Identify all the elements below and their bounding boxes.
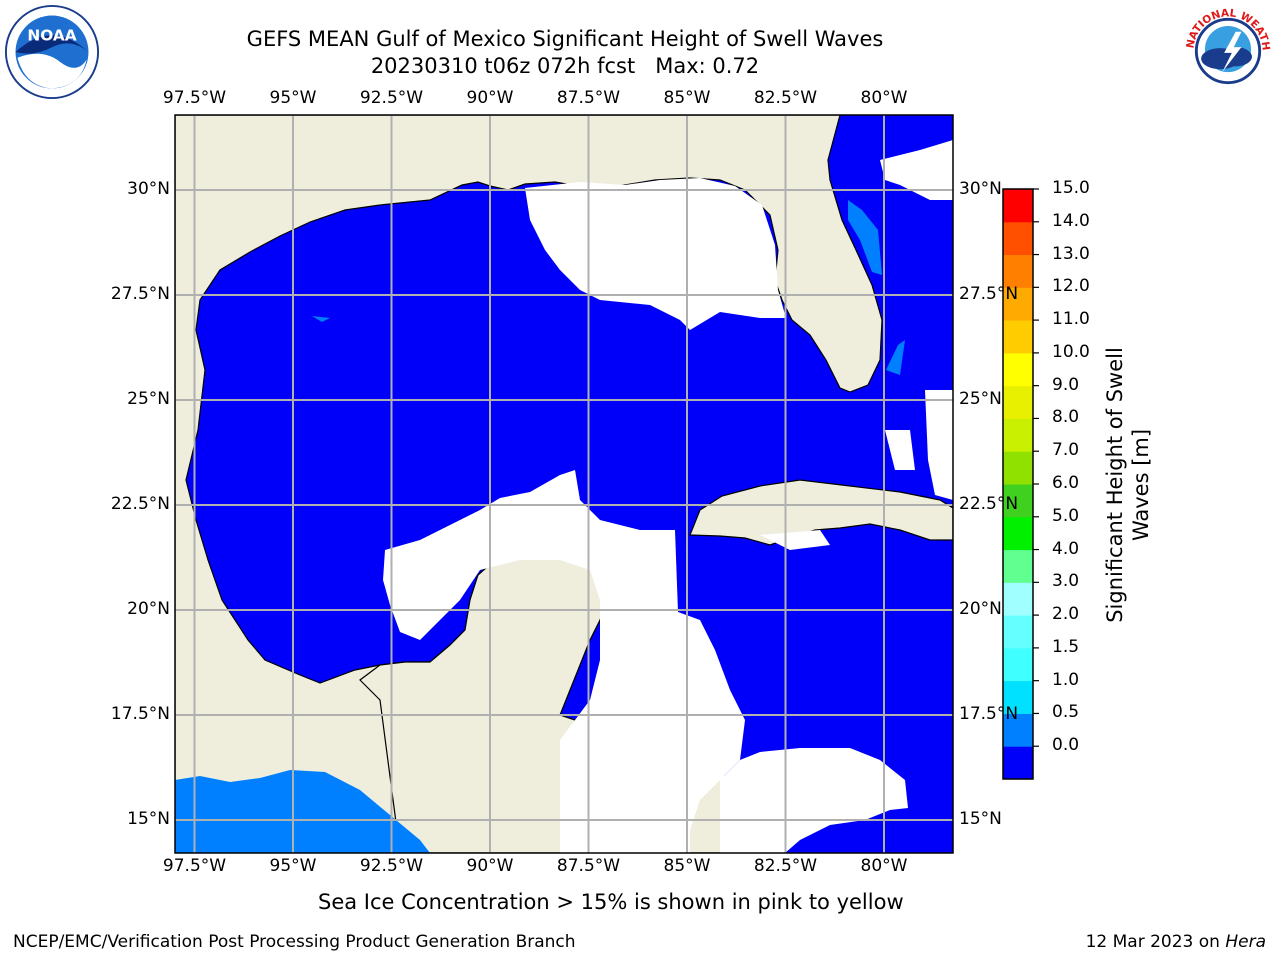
map-frame: [174, 114, 954, 854]
no-data-florida-east: [880, 140, 953, 200]
colorbar-tick-label-7: 8.0: [1052, 407, 1080, 428]
no-data-ne-gulf: [525, 178, 786, 330]
lat-label-left-4: 20°N: [127, 599, 170, 619]
credit-text: NCEP/EMC/Verification Post Processing Pr…: [13, 932, 576, 952]
date-text: 12 Mar 2023 on: [1085, 932, 1226, 952]
no-data-atlantic-east: [925, 390, 953, 500]
colorbar-label-line1: Significant Height of Swell: [1103, 347, 1127, 623]
lon-label-top-2: 92.5°W: [359, 88, 424, 108]
lon-label-top-5: 85°W: [663, 88, 711, 108]
colorbar-tick-label-6: 9.0: [1052, 374, 1080, 395]
colorbar-label: Significant Height of Swell Waves [m]: [1102, 347, 1154, 623]
lon-label-bottom-0: 97.5°W: [162, 856, 227, 876]
lon-label-bottom-7: 80°W: [860, 856, 908, 876]
lon-label-top-1: 95°W: [269, 88, 317, 108]
lat-label-right-6: 15°N: [959, 809, 1002, 829]
lat-label-right-2: 25°N: [959, 389, 1002, 409]
svg-text:NOAA: NOAA: [27, 26, 76, 44]
colorbar: [1002, 188, 1039, 780]
colorbar-swatch-8: [1003, 484, 1033, 518]
colorbar-tick-label-17: 0.0: [1052, 735, 1080, 756]
no-data-right-edge-w: [885, 430, 915, 470]
colorbar-tick-label-16: 0.5: [1052, 702, 1080, 723]
colorbar-tick-label-9: 6.0: [1052, 473, 1080, 493]
lon-label-top-3: 90°W: [466, 88, 514, 108]
host-name: Hera: [1225, 932, 1266, 952]
swell-patch-florida-shelf: [848, 200, 882, 275]
colorbar-swatch-3: [1003, 647, 1033, 682]
colorbar-tick-label-10: 5.0: [1052, 505, 1080, 526]
map-title: GEFS MEAN Gulf of Mexico Significant Hei…: [246, 27, 884, 51]
swell-patch-pacific-sw: [175, 770, 430, 853]
no-data-layer: [383, 140, 953, 853]
colorbar-tick-label-0: 15.0: [1052, 178, 1090, 198]
colorbar-swatch-7: [1003, 516, 1033, 551]
lat-label-left-3: 22.5°N: [110, 494, 170, 514]
lon-label-top-4: 87.5°W: [556, 88, 621, 108]
colorbar-swatch-10: [1003, 418, 1033, 452]
colorbar-swatch-12: [1003, 352, 1033, 387]
lat-label-right-0: 30°N: [959, 179, 1002, 199]
landmass-cuba: [689, 479, 953, 546]
colorbar-label-line2: Waves [m]: [1129, 428, 1153, 542]
no-data-bay-of-campeche: [383, 470, 745, 853]
swell-patch-texas-spot: [312, 316, 330, 322]
colorbar-tick-label-8: 7.0: [1052, 440, 1080, 461]
colorbar-swatch-2: [1003, 680, 1033, 714]
colorbar-swatch-11: [1003, 385, 1033, 419]
nws-logo: NATIONAL WEATHER SERVICE: [1180, 3, 1274, 97]
lon-label-bottom-5: 85°W: [663, 856, 711, 876]
lon-label-bottom-3: 90°W: [466, 856, 514, 876]
colorbar-swatch-14: [1003, 287, 1033, 321]
lat-label-left-5: 17.5°N: [110, 704, 170, 724]
lat-label-left-6: 15°N: [127, 809, 170, 829]
lon-label-top-0: 97.5°W: [162, 88, 227, 108]
lat-lon-grid: [175, 115, 953, 853]
colorbar-tick-label-3: 12.0: [1052, 276, 1090, 297]
colorbar-swatch-1: [1003, 713, 1033, 747]
colorbar-tick-label-2: 13.0: [1052, 243, 1090, 264]
colorbar-swatch-0: [1003, 746, 1033, 780]
colorbar-tick-label-12: 3.0: [1052, 571, 1080, 592]
colorbar-swatch-5: [1003, 582, 1033, 616]
lat-label-right-3: 22.5°N: [959, 494, 1019, 514]
lon-label-bottom-1: 95°W: [269, 856, 317, 876]
no-data-caribbean-sw: [720, 748, 908, 853]
colorbar-tick-label-11: 4.0: [1052, 538, 1080, 559]
colorbar-swatch-4: [1003, 615, 1033, 649]
lat-label-left-1: 27.5°N: [110, 284, 170, 304]
lat-label-right-5: 17.5°N: [959, 704, 1019, 724]
colorbar-swatch-16: [1003, 221, 1033, 256]
lat-label-left-0: 30°N: [127, 179, 170, 199]
noaa-logo: NOAA: [4, 4, 100, 100]
colorbar-tick-label-15: 1.0: [1052, 669, 1080, 690]
lon-label-top-7: 80°W: [860, 88, 908, 108]
colorbar-tick-label-4: 11.0: [1052, 309, 1090, 330]
lon-label-bottom-6: 82.5°W: [753, 856, 818, 876]
no-data-nw-carib: [760, 530, 830, 550]
colorbar-tick-label-5: 10.0: [1052, 341, 1090, 362]
sea-ice-footnote: Sea Ice Concentration > 15% is shown in …: [318, 890, 904, 914]
swell-patch-bahamas: [886, 340, 905, 375]
map-area: [175, 115, 953, 853]
colorbar-tick-label-1: 14.0: [1052, 210, 1090, 231]
colorbar-swatch-6: [1003, 549, 1033, 583]
lon-label-bottom-2: 92.5°W: [359, 856, 424, 876]
colorbar-swatch-13: [1003, 320, 1033, 354]
map-subtitle: 20230310 t06z 072h fcst Max: 0.72: [370, 54, 760, 78]
lon-label-bottom-4: 87.5°W: [556, 856, 621, 876]
colorbar-tick-label-13: 2.0: [1052, 604, 1080, 625]
lon-label-top-6: 82.5°W: [753, 88, 818, 108]
colorbar-swatch-9: [1003, 451, 1033, 485]
run-date: 12 Mar 2023 on Hera: [1086, 932, 1266, 952]
colorbar-swatch-15: [1003, 254, 1033, 288]
swell-mid-layer: [175, 200, 905, 853]
colorbar-tick-label-14: 1.5: [1052, 636, 1080, 657]
lat-label-right-1: 27.5°N: [959, 284, 1019, 304]
colorbar-swatch-17: [1003, 189, 1033, 223]
lat-label-left-2: 25°N: [127, 389, 170, 409]
lat-label-right-4: 20°N: [959, 599, 1002, 619]
